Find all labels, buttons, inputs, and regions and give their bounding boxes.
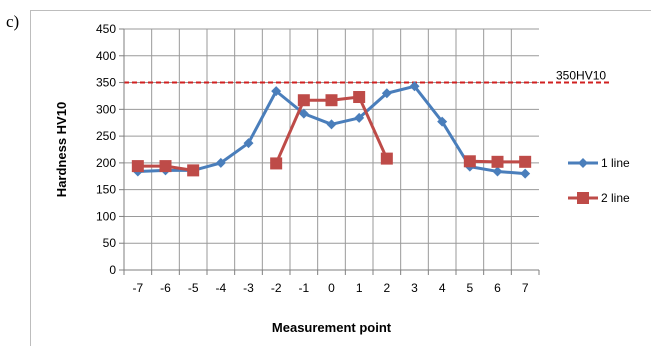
x-tick-label: 4: [439, 281, 446, 295]
x-tick-label: -6: [160, 281, 171, 295]
x-tick-label: -1: [298, 281, 309, 295]
y-axis-title: Hardness HV10: [54, 102, 69, 197]
legend-label: 2 line: [601, 191, 630, 205]
x-tick-label: -7: [132, 281, 143, 295]
square-marker: [491, 155, 504, 168]
x-tick-label: -5: [188, 281, 199, 295]
x-tick-label: 3: [411, 281, 418, 295]
y-tick-label: 400: [96, 49, 116, 63]
y-tick-label: 450: [96, 22, 116, 36]
diamond-marker: [520, 168, 531, 179]
square-marker: [159, 160, 172, 173]
square-marker: [380, 152, 393, 165]
y-tick-label: 300: [96, 102, 116, 116]
square-marker: [577, 192, 589, 204]
diamond-marker: [243, 138, 254, 149]
series-2: [131, 91, 532, 177]
series-1: [132, 81, 531, 179]
diamond-marker: [298, 108, 309, 119]
diamond-marker: [271, 86, 282, 97]
y-tick-label: 250: [96, 129, 116, 143]
square-marker: [353, 91, 366, 104]
y-tick-label: 0: [109, 263, 116, 277]
square-marker: [463, 155, 476, 168]
grid-lines: [124, 28, 539, 270]
panel-label: c): [6, 12, 20, 31]
square-marker: [187, 164, 200, 177]
series-group: [131, 81, 532, 179]
x-tick-label: 5: [466, 281, 473, 295]
square-marker: [270, 157, 283, 170]
y-tick-label: 50: [103, 236, 117, 250]
diamond-marker: [326, 119, 337, 130]
x-tick-label: 0: [328, 281, 335, 295]
y-tick-label: 200: [96, 156, 116, 170]
y-tick-label: 150: [96, 183, 116, 197]
diamond-marker: [409, 81, 420, 92]
diamond-marker: [492, 166, 503, 177]
reference-line-group: 350HV10: [124, 69, 612, 84]
x-tick-label: 1: [356, 281, 363, 295]
y-tick-label: 100: [96, 209, 116, 223]
x-axis-title: Measurement point: [272, 320, 392, 335]
x-tick-label: -2: [271, 281, 282, 295]
x-tick-label: 6: [494, 281, 501, 295]
x-tick-label: 7: [522, 281, 529, 295]
diamond-marker: [354, 112, 365, 123]
x-tick-label: -3: [243, 281, 254, 295]
diamond-marker: [381, 88, 392, 99]
diamond-marker: [437, 116, 448, 127]
legend-label: 1 line: [601, 156, 630, 170]
y-tick-label: 350: [96, 76, 116, 90]
x-tick-label: -4: [215, 281, 226, 295]
square-marker: [297, 94, 310, 107]
square-marker: [519, 155, 532, 168]
x-tick-label: 2: [383, 281, 390, 295]
legend: 1 line 2 line: [568, 156, 630, 205]
chart-area: [30, 10, 651, 346]
diamond-marker: [215, 157, 226, 168]
square-marker: [131, 160, 144, 173]
square-marker: [325, 94, 338, 107]
reference-line-label: 350HV10: [556, 69, 606, 83]
diamond-marker: [578, 158, 588, 168]
